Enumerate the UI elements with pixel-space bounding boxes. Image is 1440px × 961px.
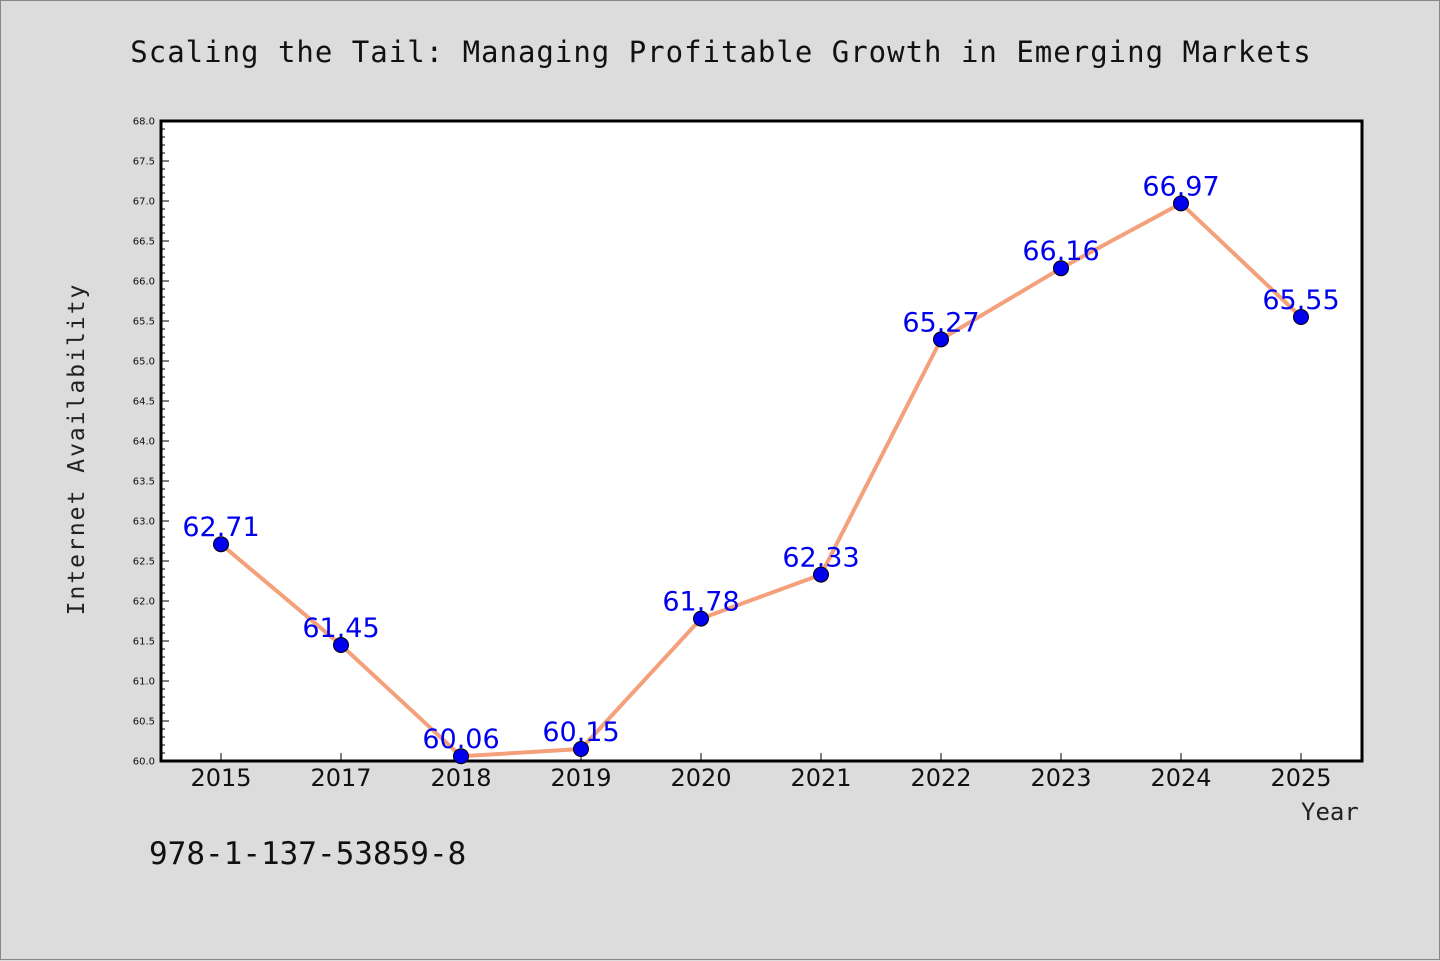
y-tick-label: 62.5 (133, 557, 155, 568)
data-label: 60.15 (542, 717, 619, 748)
y-tick-label: 67.0 (133, 197, 155, 208)
data-label: 62.33 (782, 543, 859, 574)
y-tick-label: 63.5 (133, 477, 155, 488)
data-point (693, 610, 709, 627)
x-tick-label: 2017 (310, 764, 371, 792)
data-point (573, 741, 589, 757)
data-point (1053, 260, 1069, 277)
x-tick-label: 2018 (430, 764, 491, 792)
data-label: 66.16 (1022, 236, 1099, 267)
y-tick-label: 65.0 (133, 357, 155, 368)
y-tick-label: 62.0 (133, 597, 155, 608)
plot-area (159, 119, 1364, 763)
chart-title: Scaling the Tail: Managing Profitable Gr… (130, 35, 1312, 69)
y-tick-label: 65.5 (133, 317, 155, 328)
x-tick-label: 2021 (790, 764, 851, 792)
series-line (219, 201, 1303, 759)
y-tick-label: 66.0 (133, 277, 155, 288)
y-tick-label: 61.5 (133, 637, 155, 648)
data-point (453, 748, 469, 765)
y-tick-label: 60.5 (133, 717, 155, 728)
x-tick-label: 2025 (1270, 764, 1331, 792)
data-label: 62.71 (182, 512, 259, 543)
y-tick-label: 67.5 (133, 157, 155, 168)
isbn-code: 978-1-137-53859-8 (149, 836, 467, 872)
data-label: 60.06 (422, 724, 499, 755)
data-point (1293, 309, 1309, 325)
y-tick-label: 64.0 (133, 437, 155, 448)
x-tick-label: 2019 (550, 764, 611, 792)
y-tick-label: 60.0 (133, 757, 155, 768)
y-tick-label: 66.5 (133, 237, 155, 248)
data-label: 65.55 (1262, 285, 1339, 316)
x-tick-label: 2022 (910, 764, 971, 792)
data-point (933, 331, 949, 348)
x-tick-label: 2015 (190, 764, 251, 792)
data-label: 61.78 (662, 587, 739, 618)
data-label: 61.45 (302, 613, 379, 644)
x-tick-label: 2023 (1030, 764, 1091, 792)
data-point (813, 566, 829, 583)
x-tick-label: 2024 (1150, 764, 1211, 792)
x-axis-label: Year (1301, 798, 1359, 826)
data-point (213, 536, 229, 553)
data-point (333, 637, 349, 653)
data-label: 66.97 (1142, 171, 1219, 202)
data-point (1173, 195, 1189, 212)
y-tick-label: 64.5 (133, 397, 155, 408)
data-label: 65.27 (902, 307, 979, 338)
y-tick-label: 68.0 (133, 117, 155, 128)
x-tick-label: 2020 (670, 764, 731, 792)
y-tick-label: 63.0 (133, 517, 155, 528)
y-tick-label: 61.0 (133, 677, 155, 688)
